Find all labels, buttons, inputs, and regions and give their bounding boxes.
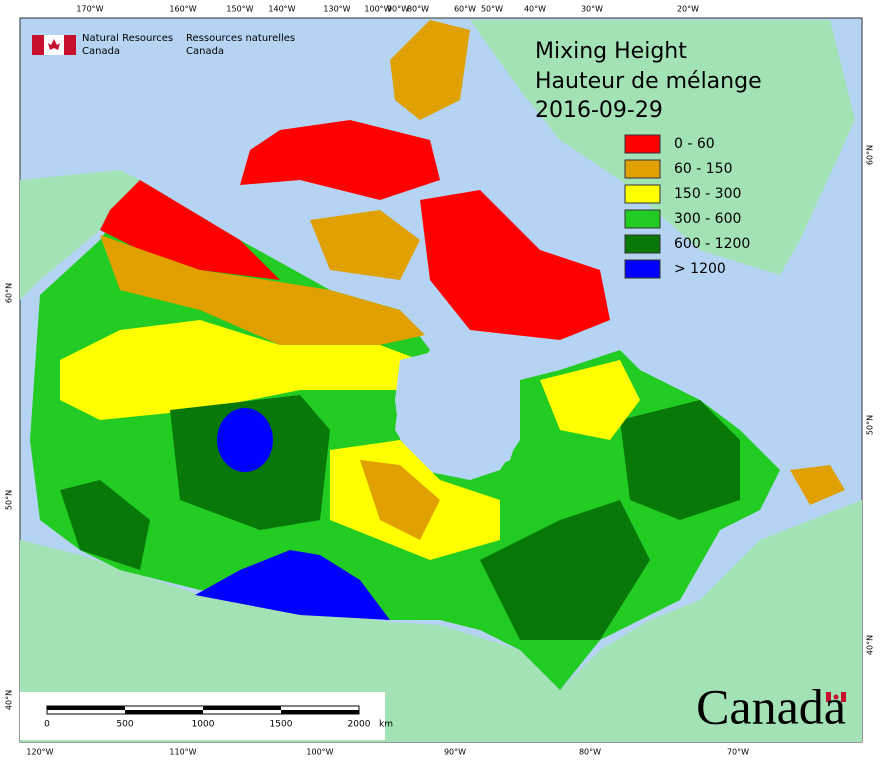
scale-label: 1000: [192, 720, 215, 730]
graticule-label: 170°W: [76, 5, 103, 14]
island: [790, 465, 845, 505]
flag-bar: [826, 692, 831, 702]
graticule-label: 100°W: [364, 5, 391, 14]
graticule-label: 40°N: [866, 635, 875, 655]
graticule-label: 30°W: [581, 5, 603, 14]
graticule-label: 110°W: [169, 748, 196, 757]
zone: [100, 235, 425, 345]
zone: [217, 408, 273, 472]
graticule-label: 60°W: [454, 5, 476, 14]
graticule-label: 90°W: [444, 748, 466, 757]
flag-leaf: [833, 694, 839, 700]
map-title: Hauteur de mélange: [535, 69, 762, 94]
zone: [480, 500, 650, 640]
graticule-label: 100°W: [306, 748, 333, 757]
scale-segment: [47, 706, 125, 710]
graticule-label: 150°W: [226, 5, 253, 14]
nrcan-flag: [32, 35, 76, 55]
zone: [60, 320, 420, 420]
flag-leaf: [48, 39, 60, 50]
graticule-label: 50°W: [481, 5, 503, 14]
zone: [100, 180, 280, 280]
agency-fr: Ressources naturelles: [186, 33, 295, 44]
graticule-label: 50°N: [5, 490, 14, 510]
island: [420, 190, 610, 340]
zone: [60, 480, 150, 570]
graticule-label: 120°W: [26, 748, 53, 757]
agency-en: Canada: [82, 46, 120, 57]
legend-label: 600 - 1200: [674, 236, 750, 252]
graticule-label: 140°W: [268, 5, 295, 14]
island: [240, 120, 440, 200]
hudson-bay: [395, 350, 520, 480]
legend-swatch: [624, 234, 661, 254]
flag-bar: [841, 692, 846, 702]
legend-label: 60 - 150: [674, 161, 733, 177]
wordmark: Canada: [696, 678, 846, 734]
graticule-label: 60°N: [5, 283, 14, 303]
scale-segment: [203, 706, 281, 710]
graticule-label: 40°N: [5, 690, 14, 710]
island: [310, 210, 420, 280]
wordmark-flag: [826, 692, 846, 702]
graticule-label: 70°W: [727, 748, 749, 757]
island: [390, 20, 470, 120]
agency-en: Natural Resources: [82, 33, 173, 44]
legend-swatch: [624, 184, 661, 204]
scale-segment: [125, 710, 203, 714]
flag-bar: [64, 35, 76, 55]
legend-swatch: [624, 159, 661, 179]
scale-label: 1500: [270, 720, 293, 730]
legend-swatch: [624, 259, 661, 279]
legend-label: 300 - 600: [674, 211, 741, 227]
scale-bar: 0 500 1000 1500 2000 km: [20, 692, 393, 740]
scale-unit: km: [379, 720, 393, 730]
legend-swatch: [624, 209, 661, 229]
zone: [195, 550, 390, 620]
legend-swatch: [624, 134, 661, 154]
graticule-label: 50°N: [866, 415, 875, 435]
scale-segment: [281, 710, 359, 714]
scale-label: 0: [44, 720, 50, 730]
zone: [360, 460, 440, 540]
land: [20, 20, 862, 742]
legend-label: 0 - 60: [674, 136, 715, 152]
usa: [20, 500, 862, 742]
graticule-label: 160°W: [169, 5, 196, 14]
scale-label: 500: [116, 720, 133, 730]
greenland: [470, 20, 855, 275]
map-date: 2016-09-29: [535, 98, 663, 123]
agency-fr: Canada: [186, 46, 224, 57]
graticule-label: 130°W: [323, 5, 350, 14]
graticule-label: 40°W: [524, 5, 546, 14]
scale-box: [20, 692, 385, 740]
graticule-label: 20°W: [677, 5, 699, 14]
zone: [540, 360, 640, 440]
zone: [620, 400, 740, 520]
legend: 0 - 60 60 - 150 150 - 300 300 - 600 600 - 12…: [624, 134, 750, 279]
flag-bar: [32, 35, 44, 55]
graticule-label: 80°W: [579, 748, 601, 757]
graticule-label: 60°N: [866, 145, 875, 165]
graticule-label: 80°W: [407, 5, 429, 14]
alaska: [20, 170, 140, 300]
map-title: Mixing Height: [535, 39, 687, 64]
legend-label: > 1200: [674, 261, 726, 277]
scale-label: 2000: [348, 720, 371, 730]
legend-label: 150 - 300: [674, 186, 741, 202]
graticule-label: 90°W: [387, 5, 409, 14]
